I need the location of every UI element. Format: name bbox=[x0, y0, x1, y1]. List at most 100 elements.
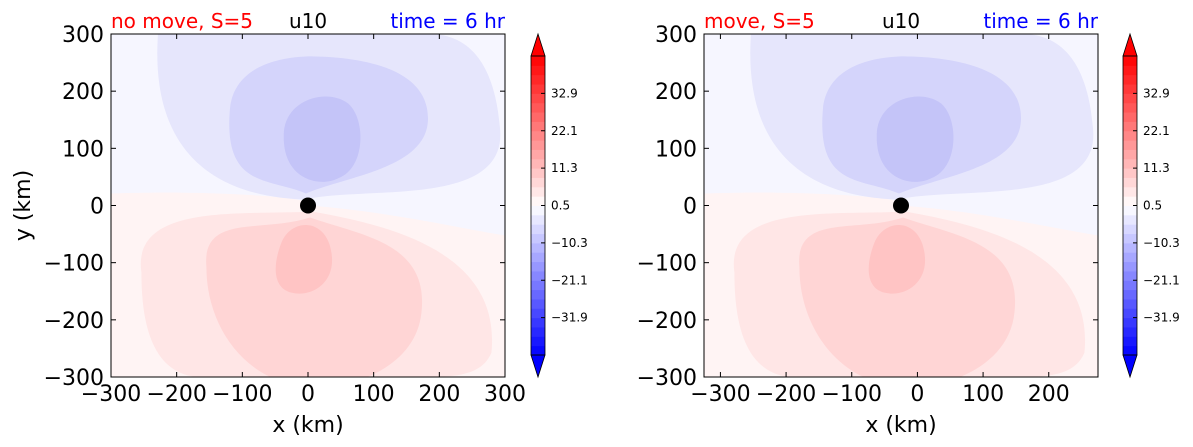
positive-contour-3 bbox=[206, 217, 423, 377]
colorbar-tick-label: 22.1 bbox=[1143, 124, 1170, 138]
colorbar-segment bbox=[1123, 270, 1137, 281]
x-tick-label: −200 bbox=[756, 382, 816, 407]
colorbar-segment bbox=[1123, 280, 1137, 291]
colorbar-extend-min bbox=[1122, 354, 1138, 379]
title-left: move, S=5 bbox=[704, 9, 815, 33]
chart-panel-1: −300 −200 −100 0 100 200 300−300−200−100010020… bbox=[11, 9, 588, 438]
y-tick-label: −100 bbox=[44, 252, 104, 277]
y-axis-label: y (km) bbox=[11, 170, 36, 241]
colorbar-segment bbox=[531, 168, 545, 178]
y-tick-label: 0 bbox=[683, 195, 697, 220]
colorbar-segment bbox=[531, 177, 545, 188]
colorbar-segment bbox=[531, 261, 545, 272]
colorbar-tick-label: −31.9 bbox=[551, 311, 588, 325]
colorbar: 32.9 22.1 11.3 0.5 −10.3 −21.1 −31.9 bbox=[530, 32, 588, 379]
colorbar-tick-label: 11.3 bbox=[551, 161, 578, 175]
colorbar-segment bbox=[1123, 224, 1137, 235]
colorbar-tick-label: −21.1 bbox=[1143, 273, 1180, 287]
colorbar-segment bbox=[1123, 252, 1137, 263]
colorbar-segment bbox=[1123, 112, 1137, 122]
colorbar-segment bbox=[531, 308, 545, 319]
y-tick-label: 200 bbox=[655, 80, 697, 105]
colorbar-tick-label: 32.9 bbox=[551, 86, 578, 100]
colorbar-segment bbox=[531, 65, 545, 76]
colorbar-segment bbox=[531, 56, 545, 66]
colorbar-segment bbox=[1123, 336, 1137, 347]
colorbar-segment bbox=[531, 336, 545, 347]
colorbar-extend-max bbox=[1122, 32, 1138, 57]
x-tick-label: 0 bbox=[910, 382, 924, 407]
colorbar-segment bbox=[531, 289, 545, 300]
colorbar-segment bbox=[1123, 186, 1137, 197]
colorbar-segment bbox=[1123, 289, 1137, 300]
colorbar-tick-label: 0.5 bbox=[1143, 199, 1162, 213]
x-axis-label: x (km) bbox=[272, 413, 343, 438]
y-tick-label: 300 bbox=[62, 23, 104, 48]
colorbar-segment bbox=[531, 130, 545, 141]
colorbar-segment bbox=[1123, 121, 1137, 132]
colorbar-segment bbox=[531, 158, 545, 169]
colorbar-segment bbox=[1123, 74, 1137, 85]
y-tick-label: 0 bbox=[90, 195, 104, 220]
contour-field bbox=[111, 34, 505, 377]
y-tick-label: −300 bbox=[637, 366, 697, 391]
colorbar-segment bbox=[1123, 168, 1137, 178]
colorbar-tick-label: −31.9 bbox=[1143, 311, 1180, 325]
colorbar-segment bbox=[531, 186, 545, 197]
storm-center-marker bbox=[893, 197, 909, 214]
title-left: no move, S=5 bbox=[111, 9, 253, 33]
colorbar-segment bbox=[1123, 233, 1137, 244]
colorbar-segment bbox=[531, 140, 545, 150]
colorbar-segment bbox=[531, 280, 545, 291]
positive-contour-4 bbox=[275, 225, 333, 294]
colorbar-segment bbox=[1123, 130, 1137, 141]
title-right: time = 6 hr bbox=[983, 9, 1098, 33]
x-tick-label: −100 bbox=[822, 382, 882, 407]
colorbar-tick-label: −10.3 bbox=[1143, 236, 1180, 250]
y-tick-label: −200 bbox=[44, 309, 104, 334]
colorbar-segment bbox=[1123, 214, 1137, 225]
colorbar-tick-label: −10.3 bbox=[551, 236, 588, 250]
colorbar-segment bbox=[531, 214, 545, 225]
colorbar-segment bbox=[1123, 261, 1137, 272]
title-center: u10 bbox=[289, 9, 327, 33]
colorbar-segment bbox=[531, 326, 545, 337]
x-tick-label: −300 bbox=[81, 382, 141, 407]
colorbar-segment bbox=[1123, 196, 1137, 206]
colorbar-segment bbox=[1123, 93, 1137, 104]
colorbar-segment bbox=[531, 298, 545, 309]
colorbar-tick-label: 22.1 bbox=[551, 124, 578, 138]
x-tick-label: −300 bbox=[690, 382, 750, 407]
colorbar-segment bbox=[1123, 56, 1137, 66]
positive-contour-4 bbox=[868, 225, 926, 294]
colorbar-segment bbox=[1123, 102, 1137, 113]
colorbar-segment bbox=[531, 74, 545, 85]
colorbar-extend-max bbox=[530, 32, 546, 57]
colorbar-segment bbox=[531, 121, 545, 132]
colorbar-segment bbox=[531, 224, 545, 235]
negative-contour-4 bbox=[283, 96, 361, 182]
contour-field bbox=[704, 34, 1098, 377]
x-tick-label: −100 bbox=[212, 382, 272, 407]
y-tick-label: −100 bbox=[637, 252, 697, 277]
storm-center-marker bbox=[300, 197, 316, 214]
colorbar-segment bbox=[1123, 65, 1137, 76]
colorbar-segment bbox=[1123, 205, 1137, 216]
colorbar-extend-min bbox=[530, 354, 546, 379]
colorbar-segment bbox=[1123, 140, 1137, 150]
colorbar-tick-label: 11.3 bbox=[1143, 161, 1170, 175]
y-tick-label: 100 bbox=[655, 137, 697, 162]
y-tick-label: 100 bbox=[62, 137, 104, 162]
y-tick-label: 200 bbox=[62, 80, 104, 105]
colorbar-segment bbox=[531, 317, 545, 328]
colorbar-tick-label: −21.1 bbox=[551, 273, 588, 287]
colorbar-segment bbox=[531, 149, 545, 160]
colorbar-tick-label: 0.5 bbox=[551, 199, 570, 213]
title-center: u10 bbox=[882, 9, 920, 33]
colorbar-segment bbox=[1123, 326, 1137, 337]
colorbar: 32.9 22.1 11.3 0.5 −10.3 −21.1 −31.9 bbox=[1122, 32, 1180, 379]
x-tick-label: 100 bbox=[962, 382, 1004, 407]
colorbar-segment bbox=[531, 233, 545, 244]
colorbar-segment bbox=[1123, 84, 1137, 94]
